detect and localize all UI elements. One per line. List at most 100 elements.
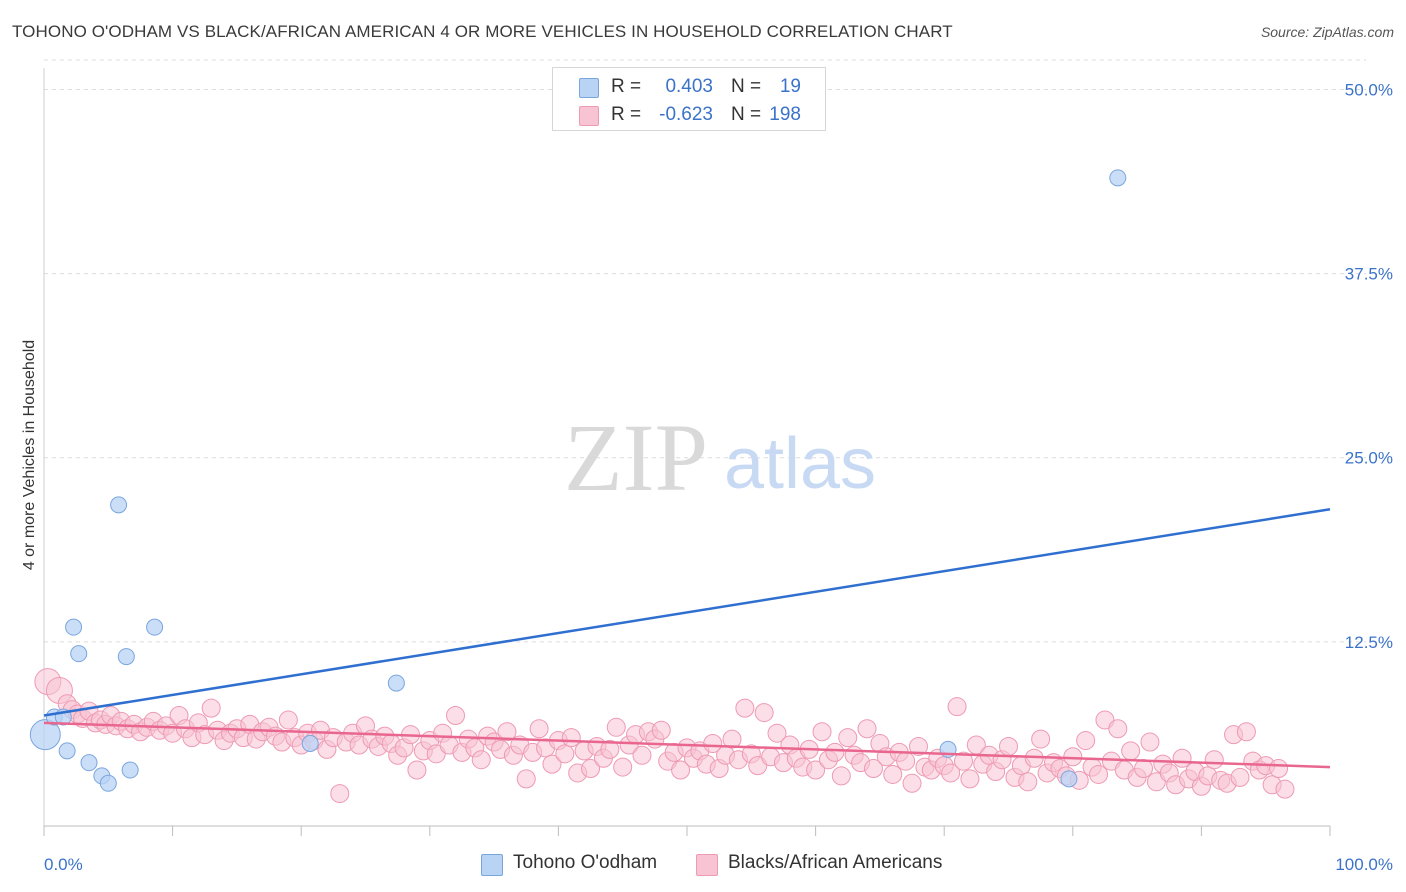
data-point-blacks bbox=[600, 739, 620, 759]
data-point-blacks bbox=[722, 729, 742, 749]
data-point-blacks bbox=[613, 757, 633, 777]
data-point-tohono bbox=[121, 761, 139, 779]
data-point-blacks bbox=[838, 728, 858, 748]
trend-line-blacks bbox=[43, 721, 1331, 769]
data-point-tohono bbox=[58, 742, 76, 760]
data-point-blacks bbox=[1031, 729, 1051, 749]
data-point-blacks bbox=[606, 717, 626, 737]
x-tick-label: 100.0% bbox=[1335, 855, 1393, 874]
data-point-tohono bbox=[387, 674, 405, 692]
data-point-blacks bbox=[883, 764, 903, 784]
data-point-blacks bbox=[1269, 759, 1289, 779]
data-point-tohono bbox=[99, 774, 117, 792]
data-point-blacks bbox=[529, 719, 549, 739]
data-point-blacks bbox=[1134, 759, 1154, 779]
y-tick-label: 12.5% bbox=[1345, 633, 1393, 652]
stats-r-label: R = bbox=[611, 76, 642, 97]
stats-swatch-blue bbox=[579, 78, 599, 98]
data-point-tohono bbox=[301, 735, 319, 753]
data-point-blacks bbox=[1108, 719, 1128, 739]
data-point-blacks bbox=[1089, 764, 1109, 784]
y-tick-label: 37.5% bbox=[1345, 265, 1393, 284]
data-point-blacks bbox=[330, 784, 350, 804]
data-point-tohono bbox=[117, 648, 135, 666]
data-point-blacks bbox=[561, 728, 581, 748]
data-point-blacks bbox=[1204, 750, 1224, 770]
data-point-blacks bbox=[1236, 722, 1256, 742]
data-point-blacks bbox=[651, 720, 671, 740]
data-point-blacks bbox=[671, 760, 691, 780]
data-point-tohono bbox=[1109, 169, 1127, 187]
data-point-blacks bbox=[812, 722, 832, 742]
data-point-tohono bbox=[80, 754, 98, 772]
data-point-blacks bbox=[278, 710, 298, 730]
axes bbox=[43, 68, 1331, 836]
data-point-blacks bbox=[941, 763, 961, 783]
stats-row-blacks: R = -0.623 N = 198 bbox=[553, 102, 825, 130]
legend-label: Tohono O'odham bbox=[513, 852, 658, 873]
grid-lines bbox=[44, 59, 1366, 643]
data-point-blacks bbox=[902, 773, 922, 793]
y-tick-label: 50.0% bbox=[1345, 80, 1393, 99]
data-point-blacks bbox=[1275, 779, 1295, 799]
data-point-blacks bbox=[1140, 732, 1160, 752]
data-point-blacks bbox=[735, 698, 755, 718]
watermark: ZIP atlas bbox=[564, 404, 876, 511]
data-point-blacks bbox=[1230, 767, 1250, 787]
stats-n-value: 198 bbox=[769, 104, 801, 125]
stats-row-tohono: R = 0.403 N = 19 bbox=[553, 74, 825, 102]
data-point-blacks bbox=[767, 723, 787, 743]
data-point-tohono bbox=[70, 645, 88, 663]
data-point-blacks bbox=[471, 750, 491, 770]
data-point-blacks bbox=[825, 742, 845, 762]
x-tick-label: 0.0% bbox=[44, 855, 83, 874]
data-point-blacks bbox=[1063, 747, 1083, 767]
data-point-tohono bbox=[146, 618, 164, 636]
trend-lines bbox=[43, 508, 1331, 769]
data-point-blacks bbox=[497, 722, 517, 742]
stats-n-value: 19 bbox=[779, 76, 801, 97]
tick-labels: 12.5% 25.0% 37.5% 50.0% 0.0% 100.0% bbox=[44, 80, 1393, 874]
series-blacks-points bbox=[34, 668, 1295, 804]
stats-r-value: -0.623 bbox=[659, 104, 713, 125]
data-point-blacks bbox=[960, 769, 980, 789]
data-point-blacks bbox=[201, 698, 221, 718]
data-point-blacks bbox=[542, 754, 562, 774]
legend-swatch-pink bbox=[696, 854, 718, 876]
data-point-blacks bbox=[908, 736, 928, 756]
stats-n-label: N = bbox=[731, 104, 762, 125]
y-tick-label: 25.0% bbox=[1345, 449, 1393, 468]
data-point-blacks bbox=[1076, 731, 1096, 751]
trend-line-tohono bbox=[43, 508, 1331, 717]
watermark-zip: ZIP bbox=[564, 404, 708, 511]
stats-r-value: 0.403 bbox=[665, 76, 713, 97]
data-point-blacks bbox=[831, 766, 851, 786]
data-point-blacks bbox=[407, 760, 427, 780]
data-point-blacks bbox=[1018, 772, 1038, 792]
data-point-blacks bbox=[516, 769, 536, 789]
data-point-blacks bbox=[446, 706, 466, 726]
stats-n-label: N = bbox=[731, 76, 762, 97]
data-point-tohono bbox=[65, 618, 83, 636]
data-point-blacks bbox=[632, 745, 652, 765]
data-point-tohono bbox=[29, 719, 61, 751]
stats-r-label: R = bbox=[611, 104, 642, 125]
data-point-blacks bbox=[754, 703, 774, 723]
data-point-blacks bbox=[1121, 741, 1141, 761]
data-point-blacks bbox=[703, 734, 723, 754]
watermark-atlas: atlas bbox=[724, 424, 876, 504]
data-point-blacks bbox=[863, 759, 883, 779]
data-point-tohono bbox=[110, 496, 128, 514]
data-point-blacks bbox=[1172, 748, 1192, 768]
legend-swatch-blue bbox=[481, 854, 503, 876]
data-point-blacks bbox=[806, 760, 826, 780]
data-point-blacks bbox=[953, 751, 973, 771]
data-point-blacks bbox=[999, 736, 1018, 756]
source-label: Source: ZipAtlas.com bbox=[1260, 24, 1394, 40]
data-point-tohono bbox=[1060, 770, 1078, 788]
chart-title: TOHONO O'ODHAM VS BLACK/AFRICAN AMERICAN… bbox=[12, 22, 953, 41]
stats-box: R = 0.403 N = 19 R = -0.623 N = 198 bbox=[552, 67, 826, 131]
data-point-blacks bbox=[857, 719, 877, 739]
stats-swatch-pink bbox=[579, 106, 599, 126]
